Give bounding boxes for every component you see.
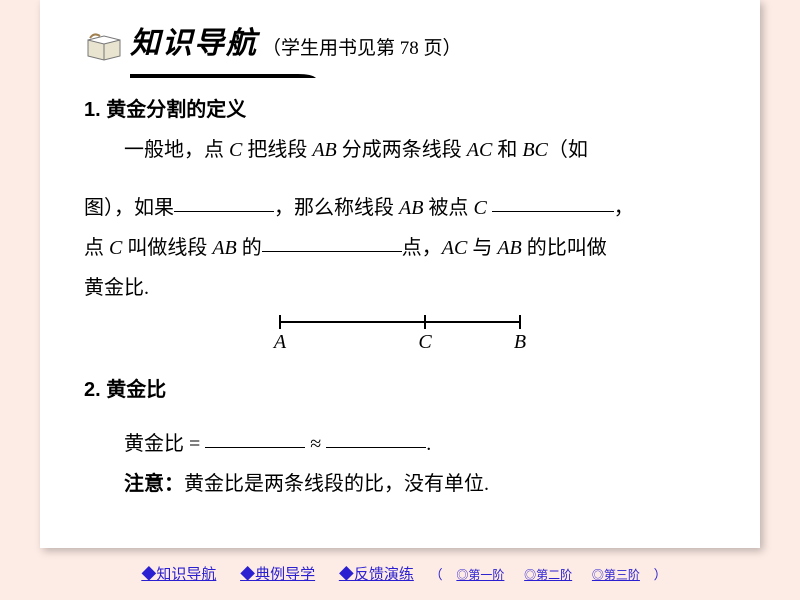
text: 点 [84,237,109,259]
var-bc: BC [522,139,548,161]
var-ac: AC [442,237,468,259]
header-row: 知识导航 （学生用书见第 78 页） [84,18,716,64]
segment-diagram: A C B [84,310,716,368]
var-ab: AB [312,139,336,161]
page-paper: 知识导航 （学生用书见第 78 页） 1. 黄金分割的定义 一般地，点 C 把线… [40,0,760,548]
var-c: C [473,197,486,219]
text: 点， [402,237,442,259]
text: ， [614,197,634,219]
blank-3[interactable] [262,230,402,252]
text: （如 [548,139,588,161]
nav-feedback[interactable]: ◆反馈演练 [339,567,414,583]
nav-examples[interactable]: ◆典例导学 [240,567,315,583]
var-ab: AB [212,237,236,259]
text: 黄金比 = [124,433,205,455]
blank-5[interactable] [326,426,426,448]
note-text: 黄金比是两条线段的比，没有单位. [184,473,489,495]
section1-line2: 图），如果 ，那么称线段 AB 被点 C ， [84,188,716,228]
content-body: 1. 黄金分割的定义 一般地，点 C 把线段 AB 分成两条线段 AC 和 BC… [84,90,716,504]
section2-heading: 2. 黄金比 [84,370,716,410]
text: 和 [492,139,522,161]
nav-stage2[interactable]: ◎第二阶 [524,568,572,582]
nav-stage1[interactable]: ◎第一阶 [456,568,504,582]
text: 一般地，点 [124,139,229,161]
text: 图），如果 [84,197,174,219]
label-c: C [418,331,432,353]
paren-right: ） [654,567,667,582]
text: 叫做线段 [122,237,212,259]
blank-1[interactable] [174,190,274,212]
text: ，那么称线段 [274,197,399,219]
blank-4[interactable] [205,426,305,448]
book-icon [84,30,126,64]
section1-line3: 点 C 叫做线段 AB 的 点，AC 与 AB 的比叫做 [84,228,716,268]
text: 与 [467,237,497,259]
approx: ≈ [305,433,326,455]
text: 分成两条线段 [337,139,467,161]
title-underline [130,73,318,79]
section2-formula: 黄金比 = ≈ . [84,424,716,464]
text: 被点 [423,197,473,219]
section1-line4: 黄金比. [84,268,716,308]
text: 的 [237,237,262,259]
text: 的比叫做 [522,237,607,259]
section1-heading: 1. 黄金分割的定义 [84,90,716,130]
section-title: 知识导航 [130,18,258,64]
var-c: C [229,139,242,161]
period: . [426,433,431,455]
var-c: C [109,237,122,259]
text: 把线段 [242,139,312,161]
section2-note: 注意：黄金比是两条线段的比，没有单位. [84,464,716,504]
var-ac: AC [467,139,493,161]
nav-stage3[interactable]: ◎第三阶 [592,568,640,582]
paren-left: （ [430,567,443,582]
nav-knowledge[interactable]: ◆知识导航 [141,567,216,583]
label-b: B [514,331,526,353]
bottom-nav: ◆知识导航 ◆典例导学 ◆反馈演练 （ ◎第一阶 ◎第二阶 ◎第三阶 ） [0,563,800,584]
page-reference: （学生用书见第 78 页） [262,33,462,60]
blank-2[interactable] [492,190,614,212]
label-a: A [272,331,287,353]
var-ab: AB [399,197,423,219]
section1-line1: 一般地，点 C 把线段 AB 分成两条线段 AC 和 BC（如 [84,130,716,170]
note-label: 注意： [124,473,184,495]
var-ab: AB [497,237,521,259]
